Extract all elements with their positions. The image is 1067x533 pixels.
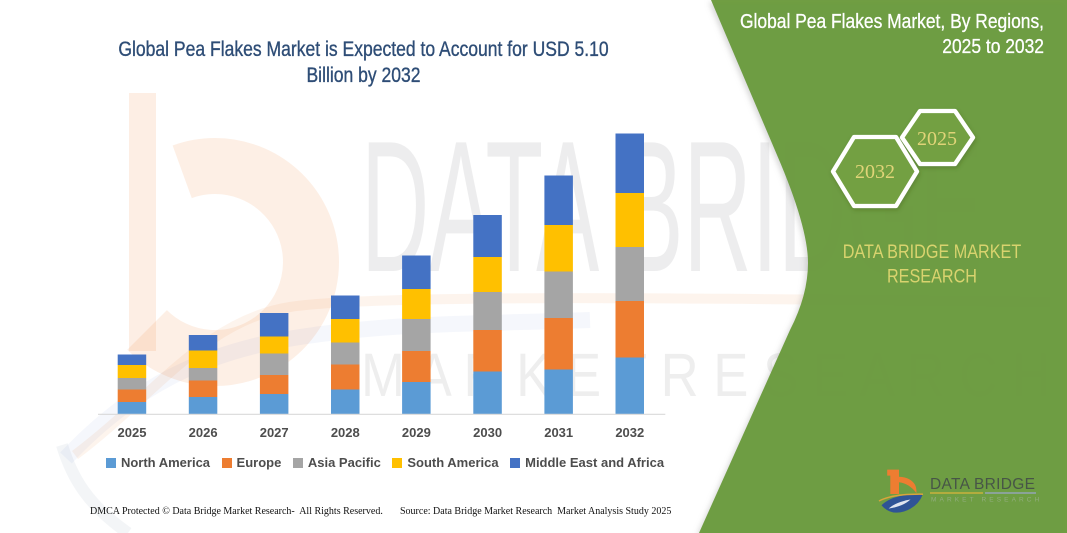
svg-text:2025: 2025 (917, 128, 957, 150)
svg-text:DATA BRIDGE: DATA BRIDGE (930, 476, 1035, 493)
svg-text:2032: 2032 (855, 161, 895, 183)
svg-text:MARKET RESEARCH: MARKET RESEARCH (931, 497, 1042, 504)
